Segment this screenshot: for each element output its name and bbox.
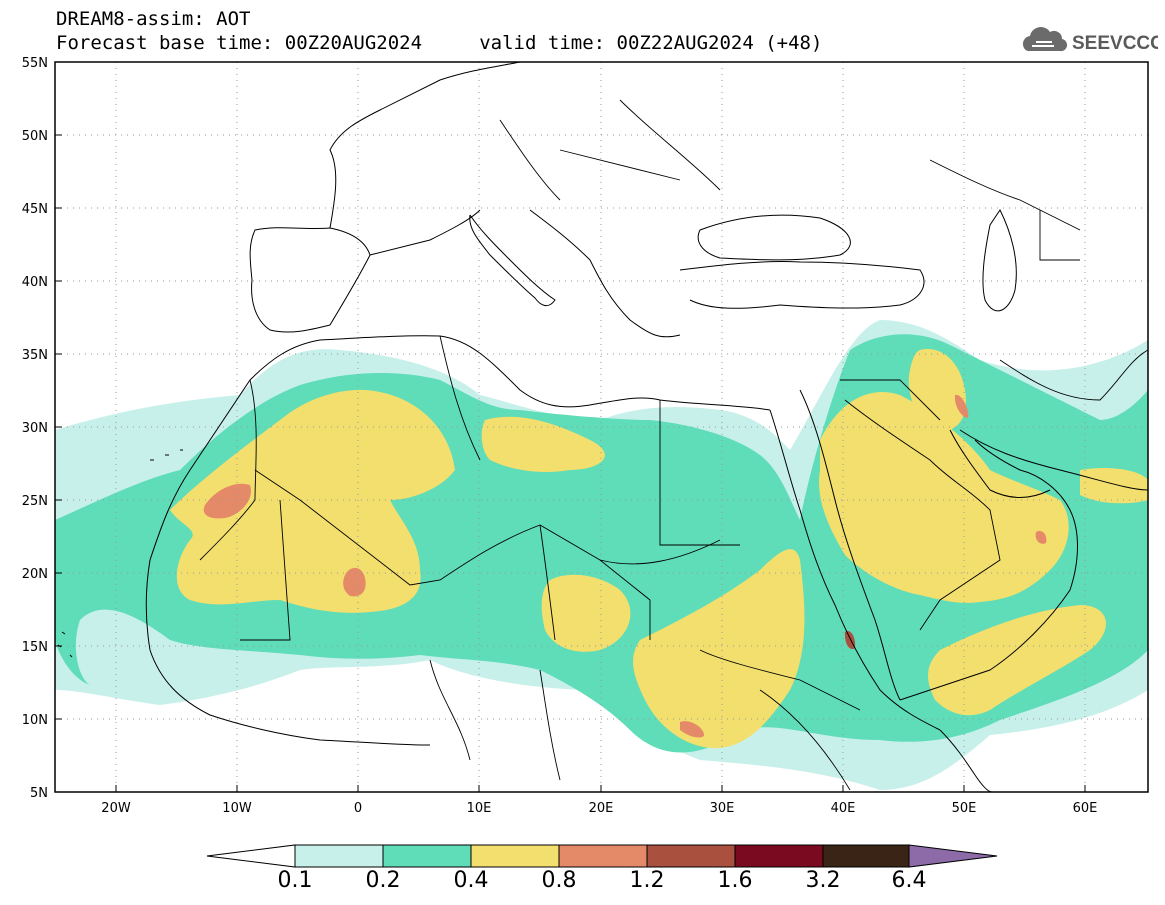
colorbar-bin-6 [734, 844, 824, 868]
lat-ticks [55, 134, 62, 720]
aot-contour-0.4-west [170, 389, 455, 613]
aot-contour-0.4-sahel [541, 574, 631, 652]
colorbar-bin-4 [558, 844, 648, 868]
colorbar-bin-2 [382, 844, 472, 868]
colorbar-label-0.2: 0.2 [365, 868, 401, 893]
lat-label-40n: 40N [22, 275, 48, 290]
lon-ticks [115, 785, 1086, 792]
colorbar [206, 844, 998, 868]
lon-label-10w: 10W [222, 801, 252, 816]
lon-label-20w: 20W [101, 801, 131, 816]
lat-label-25n: 25N [22, 494, 48, 509]
lat-label-35n: 35N [22, 348, 48, 363]
map-title: DREAM8-assim: AOT [56, 8, 251, 30]
colorbar-label-0.4: 0.4 [453, 868, 489, 893]
colorbar-label-0.1: 0.1 [277, 868, 313, 893]
aot-contour-0.4-yemen-sea [928, 605, 1107, 716]
colorbar-low-arrow [206, 844, 296, 868]
aot-contour-0.8-a [203, 483, 251, 519]
borders [199, 99, 1148, 791]
colorbar-high-arrow [908, 844, 998, 868]
coastlines [57, 62, 1148, 792]
colorbar-label-0.8: 0.8 [541, 868, 577, 893]
lat-tick-labels: 5N 10N 15N 20N 25N 30N 35N 40N 45N 50N 5… [22, 56, 48, 801]
aot-contour-0.8-d [955, 394, 969, 418]
logo-text: SEEVCCC [1072, 33, 1158, 54]
aerosol-field [55, 62, 1148, 792]
lat-label-15n: 15N [22, 640, 48, 655]
colorbar-bin-3 [470, 844, 560, 868]
cloud-logo-icon: SEEVCCC [1022, 27, 1164, 54]
aot-contour-0.4-persian [1080, 468, 1148, 504]
lon-label-40e: 40E [831, 801, 856, 816]
aot-contour-0.4-arabia [819, 392, 1069, 603]
aot-contour-0.8-b [343, 567, 366, 597]
aot-contour-0.4-iran [908, 349, 966, 431]
lon-label-30e: 30E [710, 801, 735, 816]
forecast-time-line: Forecast base time: 00Z20AUG2024 valid t… [56, 32, 823, 54]
colorbar-bin-1 [294, 844, 384, 868]
lat-label-5n: 5N [30, 786, 48, 801]
colorbar-label-1.2: 1.2 [629, 868, 665, 893]
lon-label-50e: 50E [952, 801, 977, 816]
lon-label-20e: 20E [589, 801, 614, 816]
colorbar-bin-5 [646, 844, 736, 868]
lat-label-55n: 55N [22, 56, 48, 71]
lat-label-50n: 50N [22, 129, 48, 144]
lat-label-10n: 10N [22, 713, 48, 728]
aot-contour-0.8-c [680, 721, 705, 738]
lon-label-10e: 10E [467, 801, 492, 816]
lat-label-30n: 30N [22, 421, 48, 436]
lon-tick-labels: 20W 10W 0 10E 20E 30E 40E 50E 60E [101, 801, 1097, 816]
lon-label-0: 0 [354, 801, 362, 816]
aot-contour-0.8-e [1035, 530, 1047, 544]
lat-label-45n: 45N [22, 202, 48, 217]
lat-label-20n: 20N [22, 567, 48, 582]
colorbar-label-6.4: 6.4 [891, 868, 927, 893]
colorbar-label-3.2: 3.2 [805, 868, 841, 893]
aot-contour-0.4-sudan [633, 549, 805, 749]
aot-contour-0.4-central [481, 416, 605, 472]
colorbar-label-1.6: 1.6 [717, 868, 753, 893]
colorbar-bin-7 [822, 844, 910, 868]
lon-label-60e: 60E [1073, 801, 1098, 816]
seevccc-logo: SEEVCCC [1018, 22, 1164, 62]
